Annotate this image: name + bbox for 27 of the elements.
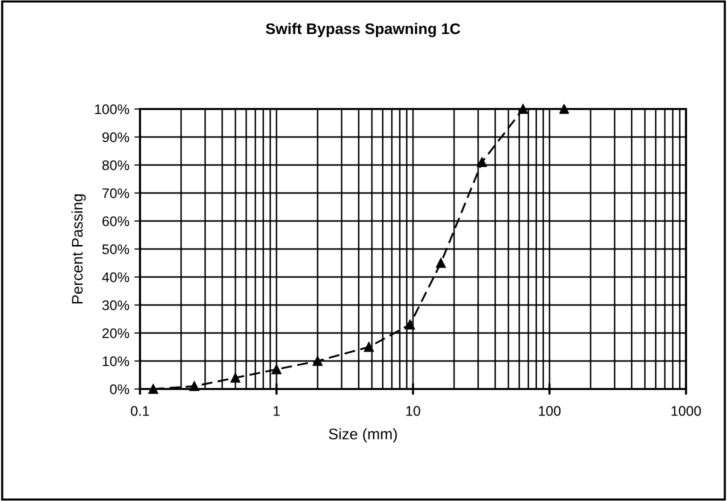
chart-title: Swift Bypass Spawning 1C <box>266 22 460 38</box>
x-tick-label: 1 <box>274 406 280 416</box>
y-tick-label: 100% <box>95 104 130 114</box>
y-tick-label: 50% <box>102 244 130 254</box>
point <box>477 157 487 168</box>
y-tick-label: 0% <box>110 384 130 394</box>
point <box>148 384 158 394</box>
x-tick-label: 10 <box>406 406 420 416</box>
point <box>518 104 528 114</box>
y-tick-label: 80% <box>102 160 130 170</box>
y-tick-label: 40% <box>102 272 130 282</box>
y-tick-label: 30% <box>102 300 130 310</box>
y-axis-title: Percent Passing <box>71 194 86 304</box>
point <box>230 372 240 383</box>
point <box>436 258 446 268</box>
y-tick-label: 60% <box>102 216 130 226</box>
y-tick-label: 90% <box>102 132 130 142</box>
x-tick-label: 0.1 <box>130 406 149 416</box>
x-tick-label: 1000 <box>672 406 701 416</box>
x-tick-label: 100 <box>538 406 561 416</box>
y-tick-label: 70% <box>102 188 130 198</box>
y-tick-label: 20% <box>102 328 130 338</box>
y-tick-label: 10% <box>102 356 130 366</box>
x-axis-title: Size (mm) <box>328 428 397 442</box>
point <box>312 356 322 366</box>
point <box>272 364 282 374</box>
point <box>189 381 200 392</box>
